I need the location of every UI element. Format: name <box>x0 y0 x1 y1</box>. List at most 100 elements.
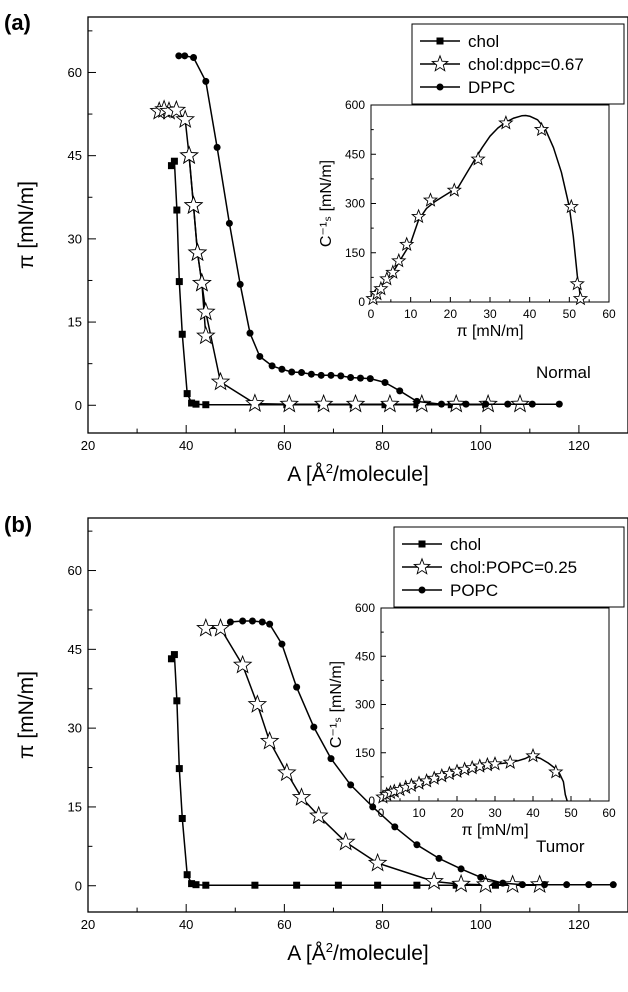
panel-b-ytick-label: 15 <box>68 799 82 814</box>
panel-b-series-0-point <box>251 881 259 889</box>
panel-b-xlabel: A [Å2/molecule] <box>287 940 429 965</box>
panel-b-frame <box>87 517 628 913</box>
panel-a-series-1-point <box>183 195 204 214</box>
panel-b-series-2-point <box>369 803 377 811</box>
panel-a-series-2-point <box>413 397 421 405</box>
panel-b-series-0-point <box>178 814 186 822</box>
panel-b-series-2-point <box>327 755 335 763</box>
panel-b-series-0-point <box>192 881 200 889</box>
panel-a-ylabel: π [mN/m] <box>15 181 38 269</box>
panel-a-xtick-label: 80 <box>375 438 389 453</box>
panel-a-inset-series-1-point <box>391 252 407 268</box>
panel-a-series-0-point <box>178 330 186 338</box>
panel-a-frame <box>87 16 628 434</box>
panel-a-inset-xtick-label: 60 <box>602 307 616 321</box>
panel-a-series-0-point <box>173 206 181 214</box>
panel-b-xtick-label: 40 <box>179 917 193 932</box>
panel-a-panel-label: (a) <box>4 10 31 35</box>
panel-a-inset-xtick-label: 30 <box>483 307 497 321</box>
panel-b-xtick-label: 80 <box>375 917 389 932</box>
panel-a-series-2-point <box>256 352 264 360</box>
panel-b-series-2-point <box>266 620 274 628</box>
panel-b-series-0-point <box>183 871 191 879</box>
panel-a-series-2-point <box>381 379 389 387</box>
panel-a-inset-bg <box>371 105 609 302</box>
panel-a-series-2-point <box>317 371 325 379</box>
panel-b-inset-xtick-label: 50 <box>564 806 578 820</box>
panel-a-series-1-point <box>166 99 187 119</box>
panel-b-series-2-point <box>391 823 399 831</box>
panel-b-series-1-point <box>475 874 496 894</box>
panel-a-inset-series-1-point <box>569 275 585 291</box>
panel-a-inset-series-1-point <box>379 271 395 286</box>
panel-a-series-1-point <box>279 393 300 413</box>
panel-a-series-2-point <box>202 77 210 85</box>
panel-a-series-2-point <box>246 329 254 337</box>
panel-a-inset-ylabel: C⁻¹ₛ [mN/m] <box>318 160 335 247</box>
panel-b-legend-marker <box>418 540 426 548</box>
panel-a-ytick-label: 45 <box>68 148 82 163</box>
panel-a-series-2-point <box>190 53 198 61</box>
panel-a-inset-ytick-label: 450 <box>345 147 365 161</box>
panel-b-series-2-point <box>477 873 485 881</box>
panel-b-series-2-point <box>563 881 571 889</box>
panel-b-legend-label: chol <box>450 535 481 554</box>
panel-b-series-0-point <box>334 881 342 889</box>
panel-a-series-2-point <box>337 372 345 380</box>
panel-a-series-1-point <box>380 393 400 413</box>
panel-a-series-0-point <box>192 400 200 408</box>
panel-b-series-2-point <box>347 781 355 789</box>
panel-b-inset-series-1-point <box>548 764 564 779</box>
panel-a-inset-xtick-label: 50 <box>563 307 577 321</box>
panel-a-inset-series-1-point <box>498 114 514 130</box>
panel-b-series-2-point <box>457 865 465 873</box>
panel-b-series-2-line <box>230 620 614 886</box>
panel-a-series-1-point <box>187 242 208 262</box>
panel-b-series-2-point <box>239 617 247 625</box>
panel-a-inset-xtick-label: 20 <box>444 307 458 321</box>
panel-a-inset-series-1-point <box>410 208 427 224</box>
panel-b-series-1-point <box>451 873 471 893</box>
panel-b-inset-xtick-label: 30 <box>488 806 502 820</box>
panel-a-inset-series-1-point <box>563 198 579 214</box>
panel-b-series-0-point <box>170 651 178 659</box>
panel-a-series-2-point <box>356 374 364 382</box>
panel-a-series-1-point <box>446 393 466 413</box>
panel-b-xtick-label: 120 <box>568 917 590 932</box>
panel-a-series-1-point <box>345 393 366 413</box>
panel-b-series-1-point <box>210 618 231 637</box>
panel-a-xtick-label: 20 <box>81 438 95 453</box>
panel-a-xtick-label: 60 <box>277 438 291 453</box>
panel-a-series-2-point <box>396 387 404 395</box>
panel-a-series-2-point <box>555 400 563 408</box>
panel-a-inset-series-1-point <box>470 151 486 166</box>
panel-a-inset-ytick-label: 0 <box>358 295 365 309</box>
panel-a-series-0-point <box>170 157 178 165</box>
panel-b-series-2-point <box>413 841 421 849</box>
panel-a-series-2-point <box>181 52 189 60</box>
panel-b-series-2-point <box>310 723 318 731</box>
panel-b-inset-xtick-label: 10 <box>412 806 426 820</box>
panel-a-series-0-point <box>167 162 175 170</box>
panel-a-series-0-point <box>183 390 191 398</box>
panel-b-legend-label: chol:POPC=0.25 <box>450 558 577 577</box>
panel-a-series-2-point <box>504 400 512 408</box>
panel-a-legend-marker <box>436 83 444 91</box>
panel-b-series-1-point <box>232 654 253 674</box>
panel-b-series-2-point <box>435 854 443 862</box>
panel-b-series-0-point <box>175 765 183 773</box>
panel-a-legend-label: DPPC <box>468 78 515 97</box>
panel-b-series-1-point <box>291 787 312 806</box>
panel-a-inset-xtick-label: 10 <box>404 307 418 321</box>
panel-b-inset-xtick-label: 20 <box>450 806 464 820</box>
panel-a-series-2-point <box>288 368 296 376</box>
panel-b-series-0-point <box>293 881 301 889</box>
panel-a-series-1-point <box>196 325 216 345</box>
panel-a-series-2-point <box>268 362 276 370</box>
panel-a-series-0-point <box>188 399 196 407</box>
panel-b-inset-bg <box>381 608 609 801</box>
panel-b-legend-marker <box>418 586 426 594</box>
panel-b-series-1-point <box>424 871 444 890</box>
